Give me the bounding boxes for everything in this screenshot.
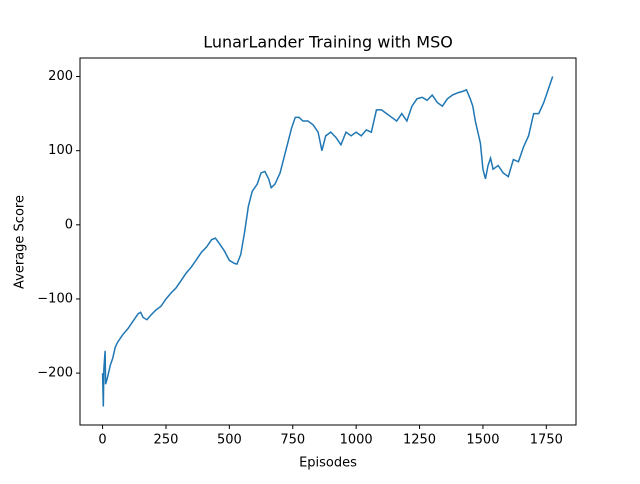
x-tick-label: 0 — [98, 433, 106, 448]
x-axis-label: Episodes — [299, 456, 357, 471]
y-tick-label: 0 — [65, 217, 73, 232]
x-tick-label: 1250 — [403, 433, 436, 448]
chart-title: LunarLander Training with MSO — [203, 33, 453, 52]
x-tick-label: 1000 — [340, 433, 373, 448]
x-tick-label: 1500 — [466, 433, 499, 448]
y-tick-label: −100 — [37, 291, 73, 306]
x-tick-label: 250 — [154, 433, 179, 448]
x-tick-label: 1750 — [530, 433, 563, 448]
x-tick-label: 500 — [217, 433, 242, 448]
plot-frame — [79, 57, 577, 426]
y-tick-label: 200 — [48, 69, 73, 84]
x-tick-label: 750 — [280, 433, 305, 448]
y-axis-label: Average Score — [13, 195, 28, 289]
y-tick-label: −200 — [37, 366, 73, 381]
y-tick-label: 100 — [48, 143, 73, 158]
data-line — [101, 76, 554, 407]
